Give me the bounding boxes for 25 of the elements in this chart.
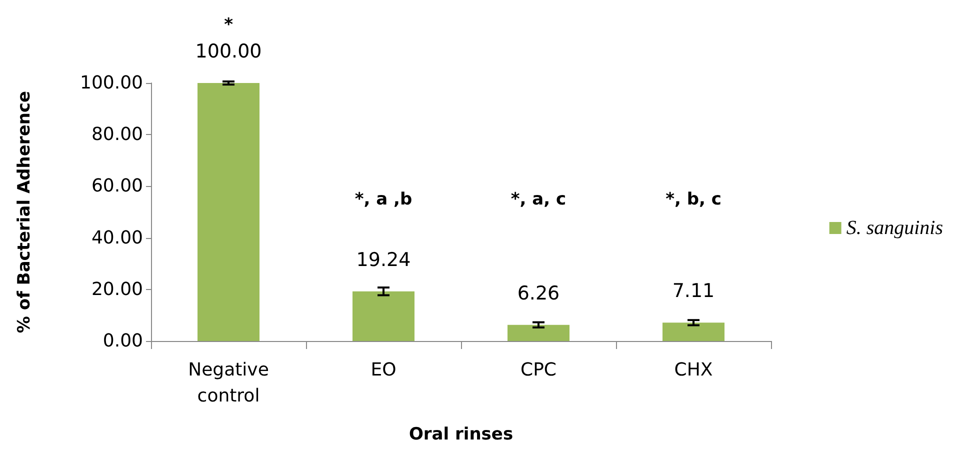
data-label: 6.26 <box>517 282 560 304</box>
x-tick-label: Negative control <box>188 360 269 406</box>
data-label: 7.11 <box>672 280 715 302</box>
y-axis-title: % of Bacterial Adherence <box>14 90 34 334</box>
x-tick-label: CHX <box>674 360 713 380</box>
text: * <box>224 15 234 35</box>
bar <box>508 324 570 341</box>
y-tick-label: 80.00 <box>91 124 143 146</box>
bar <box>352 291 414 341</box>
data-label: 19.24 <box>356 248 411 271</box>
y-tick-label: 100.00 <box>80 72 143 94</box>
y-tick-label: 60.00 <box>91 176 143 197</box>
x-tick-label: CPC <box>520 360 556 380</box>
annotation: *, a, c <box>510 190 566 210</box>
y-tick-label: 20.00 <box>91 278 143 300</box>
bar <box>662 322 724 341</box>
bar <box>198 83 260 341</box>
y-tick-label: 0.00 <box>102 330 143 352</box>
annotation: *, b, c <box>666 190 722 210</box>
y-tick-label: 40.00 <box>91 227 143 248</box>
x-axis-title: Oral rinses <box>408 424 514 444</box>
data-label: 100.00 <box>195 40 262 62</box>
x-tick-label: EO <box>370 360 396 380</box>
legend-label: S. sanguinis <box>846 217 944 239</box>
annotation: *, a ,b <box>354 190 412 210</box>
